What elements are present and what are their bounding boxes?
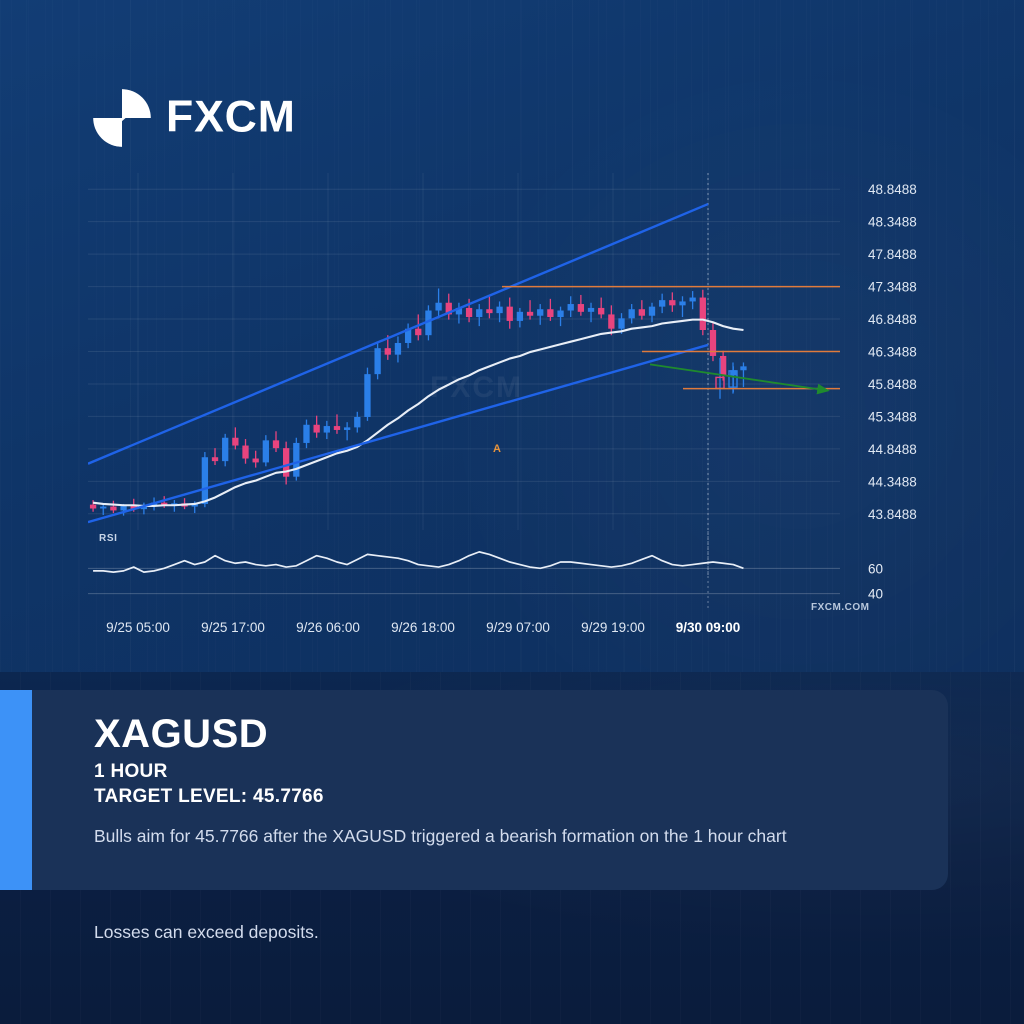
chart-gridlines — [88, 173, 840, 575]
x-tick-label: 9/26 06:00 — [296, 620, 360, 635]
chart-center-watermark: FXCM — [430, 371, 523, 404]
rsi-tick-label: 40 — [868, 587, 883, 602]
y-tick-label: 48.8488 — [868, 182, 917, 197]
fxcm-url-watermark: FXCM.COM — [811, 602, 869, 613]
timeframe-label: 1 HOUR — [94, 761, 168, 782]
fxcm-logo: FXCM — [92, 88, 363, 148]
price-chart[interactable]: 48.8488 48.3488 47.8488 47.3488 46.8488 46.34… — [0, 165, 1024, 645]
fxcm-z-mark-icon — [93, 89, 151, 147]
x-tick-label: 9/29 07:00 — [486, 620, 550, 635]
rsi-axis-labels: 60 40 — [868, 561, 883, 601]
pattern-label-a: A — [493, 443, 501, 455]
x-tick-label: 9/30 09:00 — [676, 620, 741, 635]
x-tick-label: 9/25 17:00 — [201, 620, 265, 635]
y-tick-label: 46.8488 — [868, 312, 917, 327]
y-tick-label: 45.3488 — [868, 409, 917, 424]
fxcm-wordmark: FXCM — [166, 94, 296, 142]
y-tick-label: 47.8488 — [868, 247, 917, 262]
x-tick-label: 9/26 18:00 — [391, 620, 455, 635]
instrument-symbol: XAGUSD — [94, 712, 269, 756]
y-tick-label: 48.3488 — [868, 215, 917, 230]
y-axis-labels: 48.8488 48.3488 47.8488 47.3488 46.8488 46.34… — [868, 182, 917, 522]
card-content: XAGUSD 1 HOUR TARGET LEVEL: 45.7766 Bull… — [32, 690, 787, 890]
card-accent-bar — [0, 690, 32, 890]
x-axis-labels: 9/25 05:00 9/25 17:00 9/26 06:00 9/26 18:00… — [106, 620, 740, 635]
y-tick-label: 44.8488 — [868, 442, 917, 457]
signal-description: Bulls aim for 45.7766 after the XAGUSD t… — [94, 826, 787, 846]
y-tick-label: 47.3488 — [868, 280, 917, 295]
background-upper — [0, 0, 1024, 672]
rsi-series — [93, 551, 744, 573]
svg-text:FXCM: FXCM — [166, 94, 296, 142]
target-level-label: TARGET LEVEL: 45.7766 — [94, 786, 324, 807]
rsi-tick-label: 60 — [868, 561, 883, 576]
y-tick-label: 46.3488 — [868, 345, 917, 360]
risk-disclaimer: Losses can exceed deposits. — [94, 922, 319, 942]
rsi-indicator-label: RSI — [99, 533, 117, 544]
rsi-gridlines — [88, 531, 840, 608]
y-tick-label: 43.8488 — [868, 507, 917, 522]
chart-overlays — [88, 202, 840, 524]
chart-canvas[interactable]: 48.8488 48.3488 47.8488 47.3488 46.8488 46.34… — [0, 165, 1024, 645]
y-tick-label: 45.8488 — [868, 377, 917, 392]
signal-info-card: XAGUSD 1 HOUR TARGET LEVEL: 45.7766 Bull… — [0, 690, 948, 890]
x-tick-label: 9/29 19:00 — [581, 620, 645, 635]
y-tick-label: 44.3488 — [868, 474, 917, 489]
x-tick-label: 9/25 05:00 — [106, 620, 170, 635]
